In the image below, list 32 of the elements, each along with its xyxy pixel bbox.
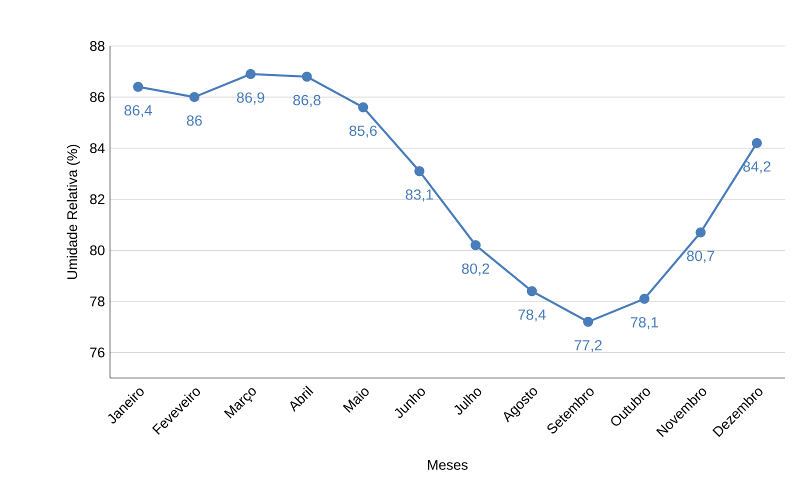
y-tick-label: 78 (90, 296, 104, 306)
point (189, 92, 200, 102)
data-label: 78,4 (518, 309, 546, 322)
data-label: 85,6 (349, 126, 377, 138)
y-tick-label: 84 (90, 143, 105, 154)
y-tick-label: 88 (90, 41, 104, 51)
y-tick-label: 82 (90, 194, 104, 204)
point (696, 227, 706, 238)
data-label: 80,7 (686, 250, 714, 263)
data-label: 86,8 (293, 94, 320, 108)
data-label: 80,2 (462, 263, 490, 276)
data-label: 86 (186, 115, 202, 126)
data-label: 78,1 (630, 317, 658, 330)
y-axis-title: Umidade Relativa (%) (66, 144, 80, 279)
data-label: 86,4 (124, 105, 152, 118)
point (246, 69, 256, 80)
data-label: 83,1 (406, 189, 433, 202)
point (639, 294, 650, 304)
point (302, 72, 312, 82)
point (133, 82, 144, 92)
data-label: 86,9 (236, 92, 264, 104)
point (414, 166, 424, 176)
y-tick-label: 80 (90, 245, 105, 256)
point (470, 240, 481, 250)
point (752, 138, 762, 148)
y-tick-label: 76 (90, 348, 104, 358)
point (526, 286, 537, 296)
y-tick-label: 86 (90, 92, 104, 102)
x-axis-title: Meses (428, 460, 468, 470)
data-label: 77,2 (574, 340, 602, 352)
point (583, 316, 594, 327)
point (358, 102, 368, 112)
